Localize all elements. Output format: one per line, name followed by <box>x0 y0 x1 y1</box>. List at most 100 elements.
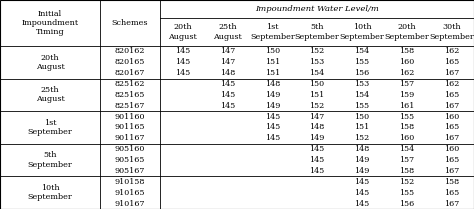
Text: 145: 145 <box>175 58 190 66</box>
Text: 25th
August: 25th August <box>213 23 242 41</box>
Text: 20th
September: 20th September <box>384 23 429 41</box>
Text: 145: 145 <box>264 113 280 121</box>
Text: 161: 161 <box>399 102 414 110</box>
Text: 158: 158 <box>399 47 414 55</box>
Text: 160: 160 <box>444 145 459 153</box>
Text: 825162: 825162 <box>115 80 146 88</box>
Text: 152: 152 <box>310 47 325 55</box>
Text: 145: 145 <box>175 69 190 77</box>
Text: 910158: 910158 <box>115 178 146 186</box>
Text: 167: 167 <box>444 134 459 142</box>
Text: 154: 154 <box>354 91 370 99</box>
Text: 157: 157 <box>399 156 414 164</box>
Text: Schemes: Schemes <box>112 19 148 27</box>
Text: 162: 162 <box>444 80 459 88</box>
Text: 160: 160 <box>399 58 414 66</box>
Text: 910167: 910167 <box>115 200 146 208</box>
Text: 145: 145 <box>310 156 325 164</box>
Text: 901165: 901165 <box>115 124 146 131</box>
Text: 147: 147 <box>310 113 325 121</box>
Text: 20th
August: 20th August <box>36 54 64 71</box>
Text: 151: 151 <box>264 58 280 66</box>
Text: 167: 167 <box>444 102 459 110</box>
Text: 162: 162 <box>399 69 414 77</box>
Text: 165: 165 <box>444 124 459 131</box>
Text: 150: 150 <box>310 80 325 88</box>
Text: 148: 148 <box>220 69 235 77</box>
Text: 151: 151 <box>264 69 280 77</box>
Text: 1st
September: 1st September <box>250 23 295 41</box>
Text: 145: 145 <box>354 200 370 208</box>
Text: 167: 167 <box>444 69 459 77</box>
Text: 145: 145 <box>220 80 235 88</box>
Text: 5th
September: 5th September <box>295 23 339 41</box>
Text: 820165: 820165 <box>115 58 146 66</box>
Text: 153: 153 <box>354 80 370 88</box>
Text: 820167: 820167 <box>115 69 146 77</box>
Text: 160: 160 <box>399 134 414 142</box>
Text: 165: 165 <box>444 91 459 99</box>
Text: 167: 167 <box>444 167 459 175</box>
Text: 148: 148 <box>310 124 325 131</box>
Text: 10th
September: 10th September <box>339 23 384 41</box>
Text: 152: 152 <box>310 102 325 110</box>
Text: 901160: 901160 <box>115 113 146 121</box>
Text: 150: 150 <box>264 47 280 55</box>
Text: 165: 165 <box>444 156 459 164</box>
Text: 154: 154 <box>399 145 414 153</box>
Text: 167: 167 <box>444 200 459 208</box>
Text: 150: 150 <box>355 113 370 121</box>
Text: 905167: 905167 <box>115 167 146 175</box>
Text: 162: 162 <box>444 47 459 55</box>
Text: 825167: 825167 <box>115 102 146 110</box>
Text: 910165: 910165 <box>115 189 146 197</box>
Text: 901167: 901167 <box>115 134 146 142</box>
Text: 10th
September: 10th September <box>27 184 73 201</box>
Text: 149: 149 <box>310 134 325 142</box>
Text: 149: 149 <box>354 156 370 164</box>
Text: 148: 148 <box>354 145 370 153</box>
Text: 165: 165 <box>444 58 459 66</box>
Text: 158: 158 <box>399 167 414 175</box>
Text: 155: 155 <box>399 189 414 197</box>
Text: 145: 145 <box>264 124 280 131</box>
Text: 5th
September: 5th September <box>27 152 73 169</box>
Text: 159: 159 <box>399 91 414 99</box>
Text: 153: 153 <box>310 58 325 66</box>
Text: 151: 151 <box>310 91 325 99</box>
Text: 820162: 820162 <box>115 47 146 55</box>
Text: 145: 145 <box>220 102 235 110</box>
Text: Impoundment Water Level/m: Impoundment Water Level/m <box>255 5 379 13</box>
Text: 155: 155 <box>399 113 414 121</box>
Text: 145: 145 <box>175 47 190 55</box>
Text: 155: 155 <box>355 102 370 110</box>
Text: 156: 156 <box>399 200 414 208</box>
Text: Initial
Impoundment
Timing: Initial Impoundment Timing <box>21 10 79 36</box>
Text: 145: 145 <box>220 91 235 99</box>
Text: 152: 152 <box>399 178 414 186</box>
Text: 825165: 825165 <box>115 91 146 99</box>
Text: 154: 154 <box>310 69 325 77</box>
Text: 147: 147 <box>220 58 235 66</box>
Text: 160: 160 <box>444 113 459 121</box>
Text: 152: 152 <box>354 134 370 142</box>
Text: 158: 158 <box>444 178 459 186</box>
Text: 154: 154 <box>354 47 370 55</box>
Text: 145: 145 <box>354 178 370 186</box>
Text: 147: 147 <box>220 47 235 55</box>
Text: 145: 145 <box>310 167 325 175</box>
Text: 155: 155 <box>355 58 370 66</box>
Text: 20th
August: 20th August <box>168 23 197 41</box>
Text: 149: 149 <box>264 91 280 99</box>
Text: 145: 145 <box>264 134 280 142</box>
Text: 145: 145 <box>354 189 370 197</box>
Text: 25th
August: 25th August <box>36 86 64 103</box>
Text: 157: 157 <box>399 80 414 88</box>
Text: 165: 165 <box>444 189 459 197</box>
Text: 145: 145 <box>310 145 325 153</box>
Text: 158: 158 <box>399 124 414 131</box>
Text: 905165: 905165 <box>115 156 146 164</box>
Text: 149: 149 <box>264 102 280 110</box>
Text: 151: 151 <box>354 124 370 131</box>
Text: 148: 148 <box>264 80 280 88</box>
